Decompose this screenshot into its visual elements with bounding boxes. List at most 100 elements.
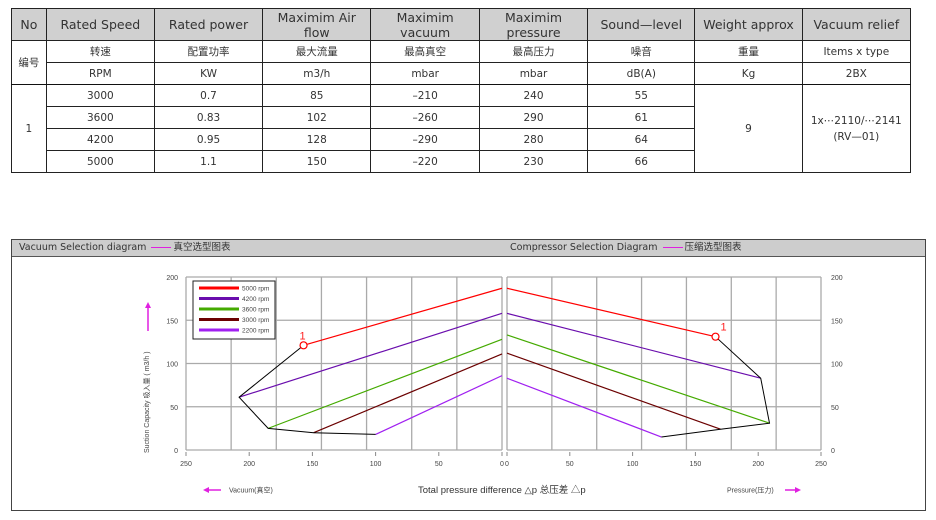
cell-unit: mbar — [478, 62, 589, 85]
series-line-3000-rpm — [313, 353, 503, 434]
series-line-5000-rpm — [303, 287, 503, 346]
cell-pressure: 280 — [478, 128, 589, 151]
marker-circle-icon — [299, 341, 308, 350]
right-arrow-head-icon — [795, 487, 801, 493]
x-tick-label: 100 — [370, 461, 382, 468]
cell-cn: 重量 — [694, 40, 803, 63]
header-vacuum-relief: Vacuum relief — [801, 8, 912, 41]
vacuum-relief-line2: (RV—01) — [833, 130, 880, 143]
cell-cn: 转速 — [45, 40, 155, 63]
table-row: 5000 1.1 150 –220 230 66 — [12, 150, 911, 173]
x-tick-label: 50 — [566, 461, 574, 468]
cell-airflow: 150 — [262, 150, 372, 173]
series-line-5000-rpm — [506, 287, 716, 338]
cell-cn: 最高压力 — [478, 40, 589, 63]
cell-power: 0.95 — [153, 128, 264, 151]
unit-row: RPM KW m3/h mbar mbar dB(A) Kg 2BX — [12, 62, 912, 85]
series-line-2200-rpm — [506, 377, 662, 438]
spec-table: No Rated Speed Rated power Maximim Air f… — [11, 8, 912, 173]
marker-circle-icon — [711, 332, 720, 341]
y-tick-label: 0 — [831, 448, 835, 455]
left-arrow-head-icon — [203, 487, 209, 493]
marker-label: 1 — [300, 330, 306, 342]
legend-line-icon — [151, 247, 172, 248]
cell-cn: Items x type — [801, 40, 912, 63]
cell-cn: 噪音 — [587, 40, 696, 63]
legend-label: 2200 rpm — [242, 328, 269, 335]
cell-sound: 66 — [587, 150, 696, 173]
series-line-3600-rpm — [267, 338, 503, 429]
series-line-3000-rpm — [506, 352, 721, 430]
header-rated-power: Rated power — [153, 8, 264, 41]
cell-power: 0.83 — [153, 106, 264, 129]
cell-cn: 最高真空 — [370, 40, 480, 63]
header-pressure: Maximim pressure — [478, 8, 589, 41]
compressor-title-en: Compressor Selection Diagram — [510, 242, 658, 253]
legend-line-icon — [662, 247, 683, 248]
vacuum-relief-line1: 1x⋯2110/⋯2141 — [810, 114, 902, 127]
cell-speed: 3000 — [45, 84, 155, 107]
vacuum-arrow-label: Vacuum(真空) — [229, 486, 273, 495]
header-air-flow: Maximim Air flow — [262, 8, 372, 41]
cell-unit: Kg — [694, 62, 803, 85]
cell-model-no: 1 — [11, 84, 47, 173]
compressor-title-cn: 压缩选型图表 — [684, 242, 742, 253]
cell-unit: RPM — [45, 62, 155, 85]
cell-pressure: 230 — [478, 150, 589, 173]
x-axis-label: Total pressure difference △p 总压差 △p — [418, 484, 586, 496]
x-tick-label: 0 — [500, 461, 504, 468]
boundary-line — [661, 336, 771, 438]
x-tick-label: 250 — [815, 461, 827, 468]
cell-airflow: 102 — [262, 106, 372, 129]
marker-label: 1 — [720, 322, 726, 334]
series-line-4200-rpm — [506, 312, 761, 379]
y-tick-label: 200 — [166, 275, 178, 282]
cell-vacuum: –210 — [370, 84, 480, 107]
table-row: 1 3000 0.7 85 –210 240 55 9 1x⋯2110/⋯214… — [11, 84, 912, 173]
x-tick-label: 200 — [243, 461, 255, 468]
y-tick-label: 0 — [174, 448, 178, 455]
header-no: No — [11, 8, 47, 41]
compressor-diagram-title: Compressor Selection Diagram 压缩选型图表 — [510, 240, 742, 256]
header-weight: Weight approx — [694, 8, 803, 41]
y-tick-label: 50 — [170, 405, 178, 412]
cell-airflow: 85 — [262, 84, 372, 107]
legend-label: 3600 rpm — [242, 307, 269, 314]
cell-speed: 3600 — [45, 106, 155, 129]
y-axis-label: Suction Capacity 吸入量 ( m3/h ) — [143, 351, 151, 453]
cell-sound: 64 — [587, 128, 696, 151]
x-tick-label: 0 — [505, 461, 509, 468]
cell-unit: 2BX — [801, 62, 912, 85]
x-tick-label: 150 — [690, 461, 702, 468]
header-sound: Sound—level — [587, 8, 696, 41]
vacuum-title-cn: 真空选型图表 — [173, 242, 231, 253]
cell-power: 1.1 — [153, 150, 264, 173]
vacuum-diagram-title: Vacuum Selection diagram 真空选型图表 — [19, 240, 230, 256]
diagram-header: Vacuum Selection diagram 真空选型图表 Compress… — [12, 240, 925, 257]
header-vacuum: Maximim vacuum — [370, 8, 480, 41]
cell-unit: mbar — [370, 62, 480, 85]
cell-vacuum: –260 — [370, 106, 480, 129]
legend-label: 4200 rpm — [242, 296, 269, 303]
legend-label: 5000 rpm — [242, 286, 269, 293]
cell-unit: m3/h — [262, 62, 372, 85]
series-line-4200-rpm — [238, 312, 503, 398]
cell-power: 0.7 — [153, 84, 264, 107]
cell-weight: 9 — [694, 84, 803, 173]
boundary-line — [238, 344, 376, 435]
header-rated-speed: Rated Speed — [45, 8, 155, 41]
y-tick-label: 150 — [831, 318, 843, 325]
x-tick-label: 150 — [307, 461, 319, 468]
series-line-3600-rpm — [506, 334, 770, 424]
cn-row: 编号 转速 配置功率 最大流量 最高真空 最高压力 噪音 重量 Items x … — [11, 40, 912, 85]
table-header-row: No Rated Speed Rated power Maximim Air f… — [11, 8, 912, 41]
legend-label: 3000 rpm — [242, 317, 269, 324]
pressure-arrow-label: Pressure(压力) — [727, 486, 774, 495]
cell-pressure: 240 — [478, 84, 589, 107]
cell-unit: KW — [153, 62, 264, 85]
cell-pressure: 290 — [478, 106, 589, 129]
vacuum-title-en: Vacuum Selection diagram — [19, 242, 147, 253]
cell-cn: 配置功率 — [153, 40, 264, 63]
series-line-2200-rpm — [375, 375, 503, 435]
